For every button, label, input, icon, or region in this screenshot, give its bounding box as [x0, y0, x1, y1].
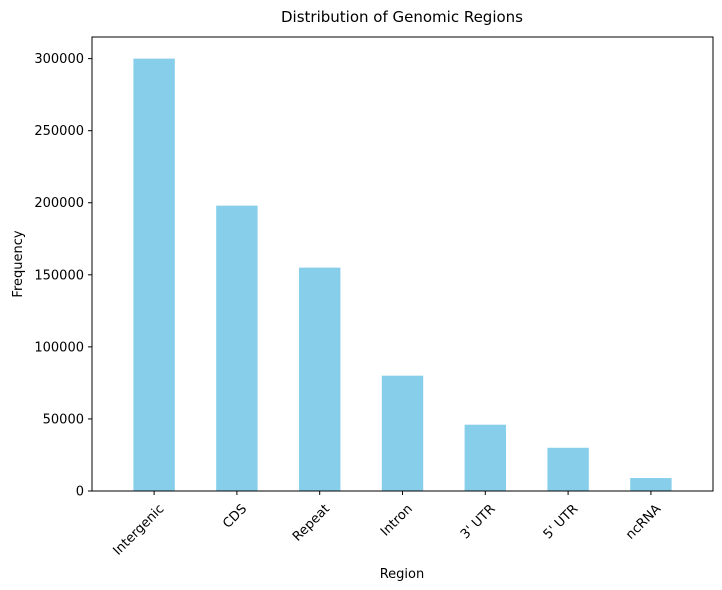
x-tick-label-6: ncRNA	[623, 502, 664, 543]
x-tick-label-0: Intergenic	[110, 502, 167, 559]
bar-1	[216, 205, 258, 491]
bar-4	[464, 424, 506, 491]
x-axis-title: Region	[380, 567, 425, 582]
plot-frame	[91, 36, 714, 492]
y-tick-label-0: 0	[76, 485, 84, 500]
x-tick-label-1: CDS	[220, 502, 250, 532]
chart-title: Distribution of Genomic Regions	[281, 8, 523, 26]
y-tick-label-3: 150000	[34, 268, 84, 283]
y-tick-label-5: 250000	[34, 124, 84, 139]
x-tick-label-2: Repeat	[290, 502, 333, 545]
y-axis-title: Frequency	[11, 230, 26, 297]
bar-6	[630, 478, 672, 491]
x-tick-label-5: 5' UTR	[541, 502, 582, 543]
y-tick-label-2: 100000	[34, 340, 84, 355]
bar-3	[381, 375, 424, 491]
y-axis: 0 50000 100000 150000 200000 250000 300000	[34, 52, 92, 500]
bar-2	[299, 267, 341, 491]
x-axis: Intergenic CDS Repeat Intron 3' UTR 5' UTR ncR…	[110, 491, 664, 559]
y-tick-label-4: 200000	[34, 196, 84, 211]
bars-layer	[133, 58, 672, 491]
x-tick-label-3: Intron	[378, 502, 416, 540]
bar-0	[133, 58, 175, 491]
bar-5	[547, 447, 589, 491]
y-tick-label-6: 300000	[34, 52, 84, 67]
y-tick-label-1: 50000	[43, 412, 84, 427]
x-tick-label-4: 3' UTR	[458, 502, 499, 543]
